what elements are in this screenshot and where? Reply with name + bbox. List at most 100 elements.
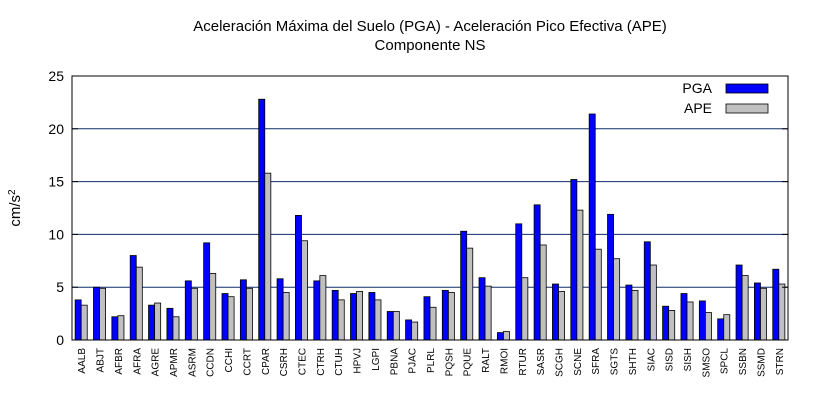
bar-ape-afbr xyxy=(117,315,125,341)
x-tick-label: CTRH xyxy=(316,348,327,376)
bar-pga-rmoi xyxy=(496,332,504,341)
x-tick-label: SMSO xyxy=(701,348,712,378)
bar-pga-afbr xyxy=(111,316,119,341)
x-tick-label: SCGH xyxy=(555,348,566,377)
x-tick-label: ABJT xyxy=(96,348,107,372)
bar-ape-abjt xyxy=(99,287,106,341)
bar-ape-sish xyxy=(686,301,694,341)
bar-ape-hpvj xyxy=(356,291,364,341)
bar-ape-agre xyxy=(154,302,162,341)
x-tick-label: PLRL xyxy=(426,348,437,373)
y-axis-label: cm/s xyxy=(7,195,24,227)
bar-pga-pque xyxy=(460,230,468,341)
x-tick-label: AFRA xyxy=(132,348,143,375)
x-tick-label: SISH xyxy=(683,348,694,371)
bar-pga-ssmd xyxy=(754,282,761,341)
bar-pga-sasr xyxy=(533,204,541,341)
bar-ape-smso xyxy=(704,312,712,341)
bar-ape-shth xyxy=(631,289,639,341)
x-tick-label: CTUH xyxy=(334,348,345,376)
x-tick-label: SSBN xyxy=(738,348,749,375)
bar-pga-rtur xyxy=(515,223,523,341)
bar-pga-cpar xyxy=(258,98,266,341)
bar-pga-sgts xyxy=(607,213,614,341)
bar-ape-cpar xyxy=(264,172,272,341)
bar-ape-spcl xyxy=(723,314,731,341)
legend-swatch xyxy=(725,103,769,114)
chart-title: Aceleración Máxima del Suelo (PGA) - Ace… xyxy=(193,18,667,35)
legend-label: PGA xyxy=(682,80,712,96)
bar-ape-strn xyxy=(778,283,786,341)
bar-ape-scgh xyxy=(558,291,565,341)
x-tick-label: AGRE xyxy=(151,348,162,377)
grid xyxy=(72,128,788,288)
x-tick-label: HPVJ xyxy=(353,348,364,374)
bar-pga-sisd xyxy=(662,305,670,341)
bar-ape-afra xyxy=(135,266,143,341)
bar-pga-pjac xyxy=(405,319,413,341)
x-tick-label: CPAR xyxy=(261,348,272,375)
x-tick-label: RTUR xyxy=(518,348,529,376)
bar-ape-sgts xyxy=(613,258,621,341)
x-tick-label: RMOI xyxy=(499,348,510,374)
y-tick-label: 20 xyxy=(48,121,64,137)
y-axis-label-group: cm/s2 xyxy=(7,189,25,227)
x-tick-label: PBNA xyxy=(389,348,400,376)
x-tick-label: PJAC xyxy=(408,348,419,374)
bar-ape-ccrt xyxy=(246,287,253,341)
x-tick-label: SASR xyxy=(536,348,547,375)
y-tick-label: 10 xyxy=(48,226,64,242)
bar-pga-asrm xyxy=(184,280,192,341)
bar-pga-pqsh xyxy=(441,289,449,341)
bar-pga-csrh xyxy=(276,278,284,341)
bar-ape-ssmd xyxy=(760,287,767,341)
bar-pga-abjt xyxy=(93,286,100,341)
bar-pga-ralt xyxy=(478,277,486,341)
bar-ape-aalb xyxy=(80,304,88,341)
x-tick-label: SHTH xyxy=(628,348,639,375)
bar-pga-ctec xyxy=(295,214,302,341)
bar-ape-asrm xyxy=(190,287,198,341)
bar-pga-aalb xyxy=(74,299,82,341)
bar-ape-ssbn xyxy=(741,275,749,341)
bar-ape-lgpi xyxy=(374,299,382,341)
x-tick-label: SSMD xyxy=(756,348,767,377)
bar-ape-plrl xyxy=(429,306,437,341)
bar-pga-hpvj xyxy=(350,293,357,341)
x-tick-label: CCHI xyxy=(224,348,235,372)
legend-label: APE xyxy=(684,100,712,116)
x-tick-label: SGTS xyxy=(610,348,621,376)
bar-ape-pque xyxy=(466,247,474,341)
axes: 0 5 10 15 20 25 AALB ABJT AFBR AFRA AGRE APMR ASRM CC… xyxy=(48,68,789,378)
bar-pga-plrl xyxy=(423,296,431,341)
bar-pga-sish xyxy=(680,293,688,341)
x-tick-label: CCDN xyxy=(206,348,217,377)
y-tick-label: 15 xyxy=(48,174,64,190)
bar-ape-cchi xyxy=(227,296,235,341)
bar-ape-apmr xyxy=(172,316,180,341)
bar-pga-sfra xyxy=(588,113,596,341)
bar-pga-ctrh xyxy=(313,280,321,341)
plot-frame xyxy=(71,75,789,341)
bar-ape-pbna xyxy=(392,311,400,341)
bar-ape-ralt xyxy=(484,285,492,341)
x-tick-label: SISD xyxy=(665,348,676,371)
bar-pga-scgh xyxy=(552,283,559,341)
bar-ape-sisd xyxy=(668,310,676,341)
y-axis-label-superscript: 2 xyxy=(7,189,18,195)
x-tick-label: STRN xyxy=(775,348,786,375)
x-tick-label: CSRH xyxy=(279,348,290,376)
bar-pga-ctuh xyxy=(331,289,339,341)
x-tick-label: SIAC xyxy=(646,348,657,371)
bar-pga-shth xyxy=(625,284,633,341)
y-tick-label: 5 xyxy=(56,279,64,295)
x-tick-label: CCRT xyxy=(242,348,253,376)
bar-ape-ctuh xyxy=(337,299,345,341)
x-tick-label: RALT xyxy=(481,348,492,373)
bar-pga-smso xyxy=(698,300,706,341)
bar-pga-lgpi xyxy=(368,292,376,341)
bars xyxy=(74,98,786,341)
bar-ape-pjac xyxy=(411,321,419,341)
bar-pga-agre xyxy=(148,304,156,341)
